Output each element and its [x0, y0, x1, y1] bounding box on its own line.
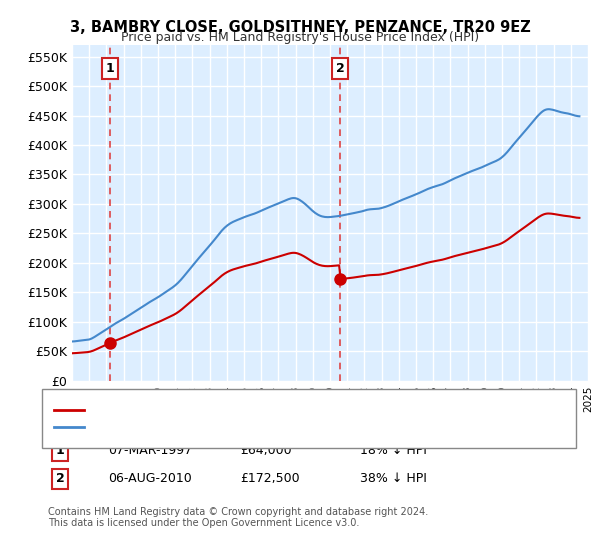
Text: 3, BAMBRY CLOSE, GOLDSITHNEY, PENZANCE, TR20 9EZ (detached house): 3, BAMBRY CLOSE, GOLDSITHNEY, PENZANCE, …	[93, 404, 510, 414]
Text: Price paid vs. HM Land Registry's House Price Index (HPI): Price paid vs. HM Land Registry's House …	[121, 31, 479, 44]
Text: £64,000: £64,000	[240, 444, 292, 458]
Text: 18% ↓ HPI: 18% ↓ HPI	[360, 444, 427, 458]
Text: 38% ↓ HPI: 38% ↓ HPI	[360, 472, 427, 486]
Text: 2: 2	[56, 472, 64, 486]
Text: 06-AUG-2010: 06-AUG-2010	[108, 472, 192, 486]
Text: 2: 2	[336, 62, 344, 75]
Text: Contains HM Land Registry data © Crown copyright and database right 2024.
This d: Contains HM Land Registry data © Crown c…	[48, 507, 428, 529]
Text: 1: 1	[106, 62, 114, 75]
Text: £172,500: £172,500	[240, 472, 299, 486]
Text: HPI: Average price, detached house, Cornwall: HPI: Average price, detached house, Corn…	[93, 421, 347, 431]
Text: 07-MAR-1997: 07-MAR-1997	[108, 444, 192, 458]
Text: 3, BAMBRY CLOSE, GOLDSITHNEY, PENZANCE, TR20 9EZ: 3, BAMBRY CLOSE, GOLDSITHNEY, PENZANCE, …	[70, 20, 530, 35]
Text: 1: 1	[56, 444, 64, 458]
